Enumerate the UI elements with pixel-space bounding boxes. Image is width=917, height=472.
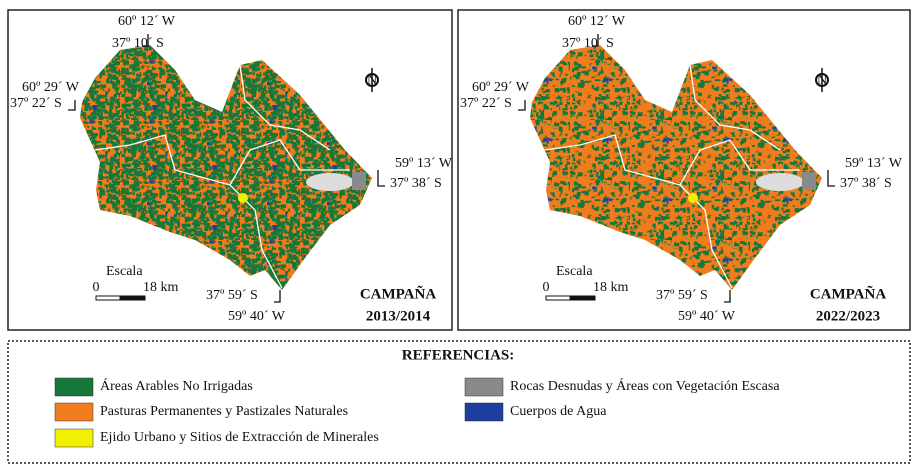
legend-label: Rocas Desnudas y Áreas con Vegetación Es… <box>510 377 780 394</box>
boundary-line <box>239 64 331 151</box>
coordinate-tick <box>274 290 281 303</box>
rock-area <box>756 173 804 191</box>
legend-title: REFERENCIAS: <box>402 347 515 363</box>
legend-swatch <box>54 377 94 397</box>
panel-frame <box>7 9 453 331</box>
legend-swatch <box>464 402 504 422</box>
coordinate-tick <box>724 290 731 303</box>
legend-label: Pasturas Permanentes y Pastizales Natura… <box>100 404 348 419</box>
coordinate-label: 59º 13´ W <box>845 156 903 171</box>
legend-swatch <box>54 428 94 448</box>
coordinate-label: 37º 10´ S <box>562 36 614 51</box>
coordinate-tick <box>592 34 599 47</box>
scale-bar <box>545 295 571 301</box>
coordinate-label: 37º 38´ S <box>390 176 442 191</box>
campaign-label: CAMPAÑA <box>810 284 887 302</box>
legend-swatch <box>464 377 504 397</box>
legend-label: Cuerpos de Agua <box>510 404 607 419</box>
campaign-period: 2013/2014 <box>366 308 431 324</box>
coordinate-label: 37º 59´ S <box>206 288 258 303</box>
coordinate-label: 37º 38´ S <box>840 176 892 191</box>
coordinate-label: 59º 40´ W <box>228 309 286 324</box>
urban-area <box>238 193 248 203</box>
coordinate-label: 37º 22´ S <box>460 96 512 111</box>
scale-bar <box>95 295 121 301</box>
coordinate-label: 59º 13´ W <box>395 156 453 171</box>
coordinate-label: 59º 40´ W <box>678 309 736 324</box>
coordinate-label: 60º 29´ W <box>22 80 80 95</box>
scale-start: 0 <box>543 280 550 295</box>
district-map <box>530 45 822 290</box>
district-map <box>80 45 372 290</box>
coordinate-tick <box>518 100 526 111</box>
scale-title: Escala <box>556 264 593 279</box>
coordinate-label: 60º 12´ W <box>568 14 626 29</box>
campaign-label: CAMPAÑA <box>360 284 437 302</box>
coordinate-label: 60º 12´ W <box>118 14 176 29</box>
north-label: N <box>817 73 827 88</box>
scale-end: 18 km <box>143 280 179 295</box>
campaign-period: 2022/2023 <box>816 308 880 324</box>
legend-swatch <box>54 402 94 422</box>
rock-area <box>306 173 354 191</box>
rock-area <box>352 172 366 190</box>
urban-area <box>688 193 698 203</box>
scale-title: Escala <box>106 264 143 279</box>
scale-bar <box>569 295 596 301</box>
rock-area <box>802 172 816 190</box>
scale-start: 0 <box>93 280 100 295</box>
legend-label: Áreas Arables No Irrigadas <box>100 377 253 394</box>
legend-label: Ejido Urbano y Sitios de Extracción de M… <box>100 430 379 445</box>
coordinate-tick <box>827 170 835 187</box>
coordinate-label: 37º 22´ S <box>10 96 62 111</box>
coordinate-tick <box>142 34 149 47</box>
panel-frame <box>457 9 911 331</box>
scale-end: 18 km <box>593 280 629 295</box>
north-label: N <box>367 73 377 88</box>
scale-bar <box>119 295 146 301</box>
coordinate-tick <box>68 100 76 111</box>
coordinate-label: 60º 29´ W <box>472 80 530 95</box>
coordinate-label: 37º 59´ S <box>656 288 708 303</box>
boundary-line <box>689 64 781 151</box>
coordinate-tick <box>377 170 385 187</box>
coordinate-label: 37º 10´ S <box>112 36 164 51</box>
